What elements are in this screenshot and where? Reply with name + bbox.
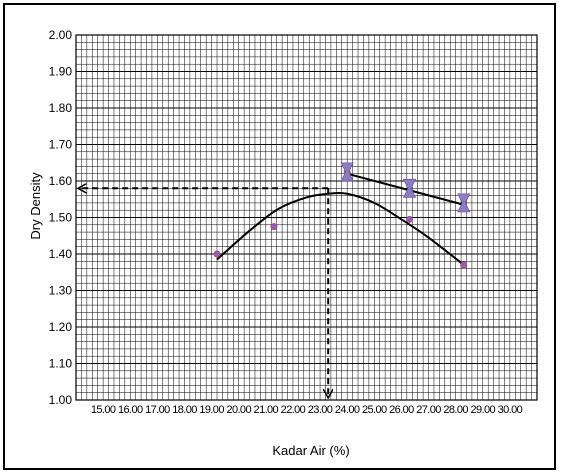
x-tick-label: 18.00 [172,404,197,416]
y-tick-label: 1.70 [49,138,73,152]
y-axis-title: Dry Density [28,172,43,240]
data-point [213,250,221,258]
data-point [460,261,468,269]
data-point [270,223,278,231]
x-tick-label: 15.00 [91,404,116,416]
x-tick-label: 26.00 [389,404,414,416]
data-point-hourglass [402,178,417,198]
compaction-curve [216,191,465,266]
trend-line [346,172,465,206]
x-tick-label: 19.00 [199,404,224,416]
y-tick-label: 1.60 [49,174,73,188]
x-tick-label: 24.00 [335,404,360,416]
x-tick-label: 16.00 [118,404,143,416]
data-point [406,215,414,223]
x-tick-label: 20.00 [226,404,251,416]
y-tick-label: 1.00 [49,393,73,407]
y-tick-label: 2.00 [49,28,73,42]
y-tick-label: 1.10 [49,357,73,371]
x-tick-label: 23.00 [308,404,333,416]
y-tick-label: 1.80 [49,101,73,115]
x-tick-label: 21.00 [254,404,279,416]
y-tick-label: 1.20 [49,320,73,334]
x-tick-label: 22.00 [281,404,306,416]
x-axis-title: Kadar Air (%) [272,443,349,458]
x-tick-label: 27.00 [416,404,441,416]
y-tick-label: 1.30 [49,284,73,298]
y-tick-label: 1.90 [49,65,73,79]
x-tick-label: 30.00 [498,404,523,416]
y-tick-label: 1.40 [49,247,73,261]
data-point-hourglass [457,193,471,213]
x-tick-label: 17.00 [145,404,170,416]
x-tick-label: 25.00 [362,404,387,416]
y-tick-label: 1.50 [49,211,73,225]
x-tick-label: 29.00 [470,404,495,416]
data-point-hourglass [340,162,354,182]
x-tick-label: 28.00 [443,404,468,416]
